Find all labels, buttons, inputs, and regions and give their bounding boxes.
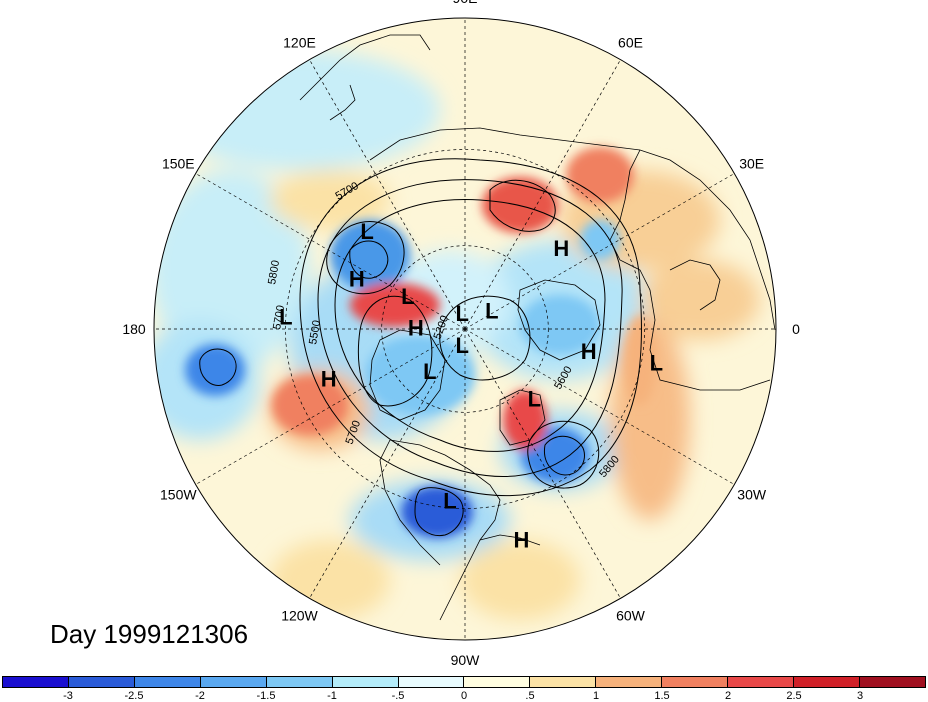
map-boundary: [153, 17, 777, 641]
low-pressure-center: L: [279, 305, 292, 330]
colorbar-tick: 1.5: [654, 690, 670, 702]
contour-label: 5800: [266, 259, 282, 285]
lon-150w-label: 150W: [160, 487, 197, 503]
meridian-line: [464, 59, 621, 330]
low-pressure-center: L: [360, 219, 373, 244]
low-pressure-center: L: [485, 298, 498, 323]
lon-30e-label: 30E: [739, 156, 764, 172]
colorbar-swatch: [3, 677, 69, 687]
lon-60w-label: 60W: [616, 608, 646, 624]
high-pressure-center: H: [321, 367, 337, 392]
lon-120e-label: 120E: [283, 34, 316, 50]
colorbar-tick: -1: [327, 690, 337, 702]
lon-30w-label: 30W: [737, 487, 767, 503]
low-pressure-center: L: [423, 359, 436, 384]
lon-150e-label: 150E: [162, 156, 195, 172]
colorbar-swatch: [332, 677, 399, 687]
high-pressure-center: H: [513, 527, 529, 552]
colorbar-swatch: [596, 677, 663, 687]
high-pressure-center: H: [349, 267, 365, 292]
high-pressure-center: H: [553, 236, 569, 261]
colorbar-swatch: [662, 677, 729, 687]
lon-90e-label: 90E: [453, 0, 478, 6]
colorbar-swatch: [794, 677, 860, 687]
meridian-line: [309, 59, 466, 330]
meridian-line: [309, 328, 466, 599]
colorbar-tick: -2: [195, 690, 205, 702]
lon-0-label: 0: [792, 321, 800, 337]
coastlines: [299, 34, 776, 621]
colorbar-tick-labels: -3 -2.5 -2 -1.5 -1 -.5 0 .5 1 1.5 2 2.5 3: [2, 690, 926, 702]
low-pressure-center: L: [443, 489, 456, 514]
polar-map: 90E 60E 30E 0 30W 60W 90W 120W 150W 180 150E 120E 5…: [122, 0, 800, 668]
meridian-line: [464, 173, 735, 330]
low-pressure-center: L: [455, 301, 468, 326]
colorbar-tick: 3: [856, 690, 864, 702]
colorbar-swatch: [464, 677, 531, 687]
low-pressure-center: L: [455, 333, 468, 358]
colorbar-swatch: [266, 677, 333, 687]
colorbar-tick: -.5: [391, 690, 405, 702]
colorbar-tick: -2.5: [124, 690, 144, 702]
day-label: Day 1999121306: [50, 619, 249, 649]
colorbar-swatch: [68, 677, 135, 687]
lon-120w-label: 120W: [281, 608, 318, 624]
colorbar-swatch: [398, 677, 465, 687]
low-pressure-center: L: [401, 284, 414, 309]
meridian-line: [195, 328, 466, 485]
lon-60e-label: 60E: [618, 34, 643, 50]
lon-90w-label: 90W: [451, 652, 481, 668]
meridian-line: [464, 328, 735, 485]
high-pressure-center: H: [581, 339, 597, 364]
colorbar-tick: -1.5: [256, 690, 276, 702]
colorbar-tick: -3: [63, 690, 73, 702]
graticule: [154, 18, 776, 640]
colorbar-tick: 0: [460, 690, 468, 702]
colorbar-swatch: [134, 677, 201, 687]
meridian-line: [464, 328, 621, 599]
colorbar-tick: 1: [592, 690, 600, 702]
longitude-labels: 90E 60E 30E 0 30W 60W 90W 120W 150W 180 150E 120E: [122, 0, 800, 668]
colorbar-tick: .5: [525, 690, 535, 702]
low-pressure-center: L: [650, 351, 663, 376]
high-pressure-center: H: [408, 315, 424, 340]
colorbar-swatch: [530, 677, 597, 687]
meridian-line: [195, 173, 466, 330]
contour-label: 5500: [307, 319, 323, 345]
latitude-circle: [381, 245, 549, 413]
low-pressure-center: L: [528, 386, 541, 411]
colorbar-tick: 2: [724, 690, 732, 702]
colorbar: [2, 676, 926, 688]
contour-label: 5700: [271, 304, 287, 330]
colorbar-swatch: [859, 677, 925, 687]
colorbar-tick: 2.5: [786, 690, 802, 702]
colorbar-swatch: [728, 677, 795, 687]
colorbar-swatch: [200, 677, 267, 687]
latitude-circle: [285, 149, 645, 509]
lon-180-label: 180: [122, 321, 146, 337]
